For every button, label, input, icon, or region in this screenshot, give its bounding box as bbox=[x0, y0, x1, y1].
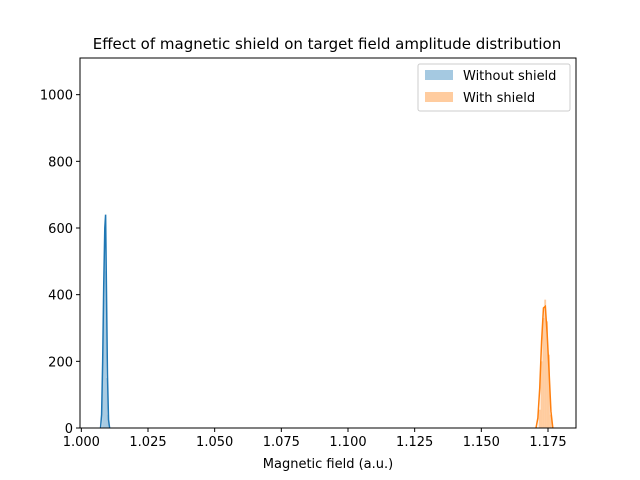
x-tick-label: 1.175 bbox=[529, 435, 566, 450]
x-axis-label: Magnetic field (a.u.) bbox=[263, 457, 393, 472]
chart-title: Effect of magnetic shield on target fiel… bbox=[93, 35, 561, 53]
hist-bar-without-shield-1 bbox=[103, 299, 105, 428]
x-tick-label: 1.075 bbox=[263, 435, 300, 450]
x-tick-label: 1.000 bbox=[63, 435, 100, 450]
x-axis: 1.000 1.025 1.050 1.075 1.100 1.125 1.150 1.175 bbox=[63, 428, 567, 450]
y-tick-label: 800 bbox=[48, 155, 73, 170]
legend-swatch-with-shield bbox=[425, 92, 453, 102]
y-tick-label: 0 bbox=[65, 422, 73, 437]
x-tick-label: 1.025 bbox=[129, 435, 166, 450]
kde-layer bbox=[99, 214, 554, 429]
hist-bar-with-shield-4 bbox=[546, 321, 548, 428]
legend-box bbox=[417, 63, 571, 112]
plot-frame bbox=[79, 57, 577, 429]
legend-label-with-shield: With shield bbox=[463, 91, 535, 106]
x-tick-label: 1.100 bbox=[329, 435, 366, 450]
legend: Without shield With shield bbox=[417, 63, 571, 112]
y-tick-label: 400 bbox=[48, 289, 73, 304]
bars-layer bbox=[102, 243, 552, 428]
y-tick-label: 1000 bbox=[40, 89, 73, 104]
kde-line-with-shield bbox=[535, 304, 554, 429]
x-tick-label: 1.150 bbox=[463, 435, 500, 450]
hist-bar-with-shield-5 bbox=[548, 354, 550, 428]
legend-swatch-without-shield bbox=[425, 70, 453, 80]
kde-line-without-shield bbox=[99, 214, 111, 429]
hist-bar-with-shield-0 bbox=[538, 409, 541, 428]
y-axis: 0 200 400 600 800 1000 bbox=[40, 89, 80, 437]
hist-bar-with-shield-1 bbox=[540, 361, 543, 428]
hist-bar-with-shield-3 bbox=[544, 299, 547, 428]
x-tick-label: 1.125 bbox=[396, 435, 433, 450]
hist-bar-without-shield-3 bbox=[105, 271, 107, 428]
hist-bar-with-shield-2 bbox=[542, 318, 545, 428]
hist-bar-without-shield-2 bbox=[104, 243, 106, 428]
hist-bar-with-shield-6 bbox=[549, 414, 552, 428]
hist-bar-without-shield-4 bbox=[106, 378, 108, 428]
x-tick-label: 1.050 bbox=[196, 435, 233, 450]
legend-label-without-shield: Without shield bbox=[463, 69, 556, 84]
y-tick-label: 200 bbox=[48, 355, 73, 370]
y-tick-label: 600 bbox=[48, 222, 73, 237]
